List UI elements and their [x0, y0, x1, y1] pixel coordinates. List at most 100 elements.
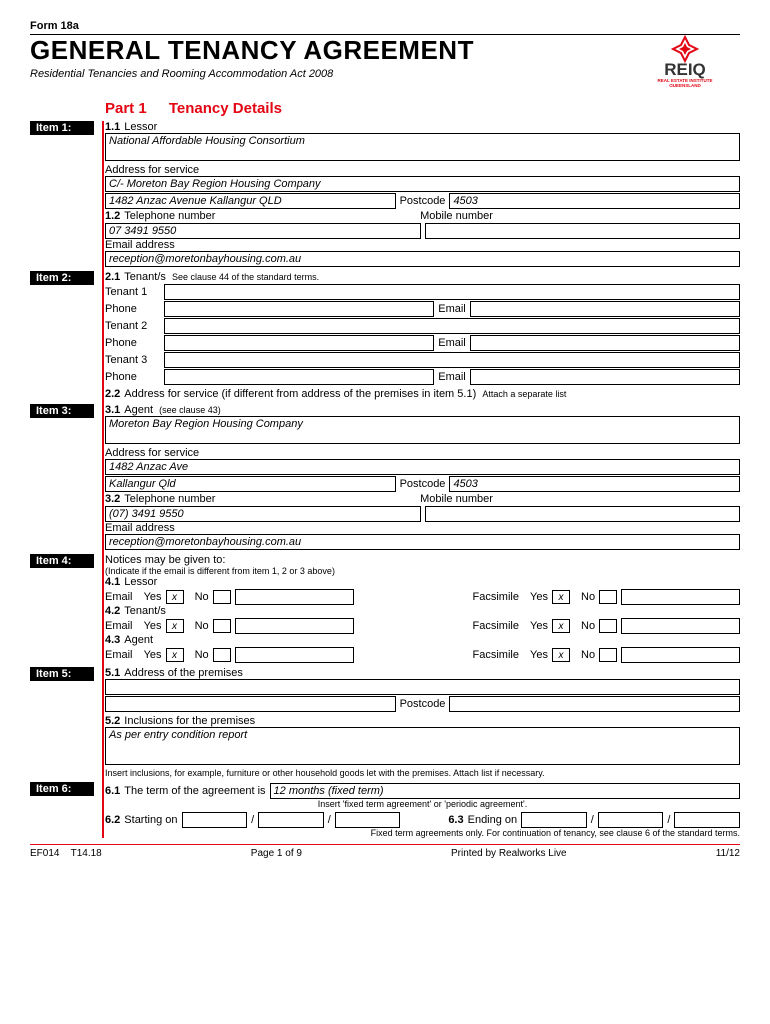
email-label-43: Email [105, 649, 133, 661]
tenant1-phone-field[interactable] [164, 301, 434, 317]
notice-row-lessor: Email Yes x No Facsimile Yes x No [105, 589, 740, 605]
end-month-field[interactable] [598, 812, 664, 828]
tenant1-name-field[interactable] [164, 284, 740, 300]
tenant3-label: Tenant 3 [105, 354, 160, 366]
email2-label: Email [438, 337, 466, 349]
agent-name-field[interactable]: Moreton Bay Region Housing Company [105, 416, 740, 444]
footer-printed: Printed by Realworks Live [451, 848, 567, 859]
agent-label: 3.1Agent (see clause 43) [105, 404, 740, 416]
lessor-email-no-checkbox[interactable] [213, 590, 231, 604]
item-4: Item 4: Notices may be given to: (Indica… [30, 554, 740, 663]
lessor-email-alt-field[interactable] [235, 589, 354, 605]
agent-email-yes-checkbox[interactable]: x [166, 648, 184, 662]
inclusions-note: Insert inclusions, for example, furnitur… [105, 768, 740, 778]
lessor-name-field[interactable]: National Affordable Housing Consortium [105, 133, 740, 161]
inclusions-field[interactable]: As per entry condition report [105, 727, 740, 765]
premises-addr2-field[interactable] [105, 696, 396, 712]
addr1-field[interactable]: C/- Moreton Bay Region Housing Company [105, 176, 740, 192]
page-title: GENERAL TENANCY AGREEMENT [30, 35, 630, 66]
tenant-fax-yes-checkbox[interactable]: x [552, 619, 570, 633]
no-label-2: No [581, 591, 595, 603]
tenant-email-yes-checkbox[interactable]: x [166, 619, 184, 633]
email-field[interactable]: reception@moretonbayhousing.com.au [105, 251, 740, 267]
fax-label-3: Facsimile [473, 649, 519, 661]
svg-text:REIQ: REIQ [664, 60, 706, 79]
start-year-field[interactable] [335, 812, 401, 828]
email3-label: Email [438, 371, 466, 383]
term-label: 6.1The term of the agreement is [105, 785, 266, 797]
addr-service-2-label: 2.2Address for service (if different fro… [105, 388, 740, 400]
footer-left: EF014 T14.18 [30, 848, 102, 859]
part-title: Part 1 Tenancy Details [105, 100, 740, 117]
agent-fax-no-checkbox[interactable] [599, 648, 617, 662]
end-day-field[interactable] [521, 812, 587, 828]
item-1-badge: Item 1: [30, 121, 94, 135]
vertical-red-line [102, 121, 104, 838]
premises-postcode-label: Postcode [400, 698, 446, 710]
item-2-badge: Item 2: [30, 271, 94, 285]
agent-tel-field[interactable]: (07) 3491 9550 [105, 506, 421, 522]
term-note: Insert 'fixed term agreement' or 'period… [105, 799, 740, 809]
lessor-fax-field[interactable] [621, 589, 740, 605]
item-6-badge: Item 6: [30, 782, 94, 796]
tenant2-email-field[interactable] [470, 335, 740, 351]
reiq-logo: REIQ REAL ESTATE INSTITUTE QUEENSLAND [630, 35, 740, 90]
agent-mob-field[interactable] [425, 506, 741, 522]
lessor-fax-no-checkbox[interactable] [599, 590, 617, 604]
tenant3-phone-field[interactable] [164, 369, 434, 385]
end-note: Fixed term agreements only. For continua… [105, 828, 740, 838]
part-name: Tenancy Details [169, 100, 282, 117]
agent-email-field[interactable]: reception@moretonbayhousing.com.au [105, 534, 740, 550]
inclusions-label: 5.2Inclusions for the premises [105, 715, 740, 727]
agent-fax-field[interactable] [621, 647, 740, 663]
s41-label: 4.1Lessor [105, 576, 740, 588]
yes-label-2: Yes [530, 591, 548, 603]
postcode-field[interactable]: 4503 [449, 193, 740, 209]
premises-postcode-field[interactable] [449, 696, 740, 712]
tenant1-label: Tenant 1 [105, 286, 160, 298]
tenant-fax-field[interactable] [621, 618, 740, 634]
lessor-fax-yes-checkbox[interactable]: x [552, 590, 570, 604]
end-year-field[interactable] [674, 812, 740, 828]
email-label: Email address [105, 239, 740, 251]
no-label-6: No [581, 649, 595, 661]
tenant2-name-field[interactable] [164, 318, 740, 334]
agent-postcode-field[interactable]: 4503 [449, 476, 740, 492]
start-month-field[interactable] [258, 812, 324, 828]
tenant2-phone-field[interactable] [164, 335, 434, 351]
tenant1-email-field[interactable] [470, 301, 740, 317]
item-4-badge: Item 4: [30, 554, 94, 568]
addr-service-label: Address for service [105, 164, 740, 176]
tel-field[interactable]: 07 3491 9550 [105, 223, 421, 239]
lessor-email-yes-checkbox[interactable]: x [166, 590, 184, 604]
tenant-fax-no-checkbox[interactable] [599, 619, 617, 633]
start-day-field[interactable] [182, 812, 248, 828]
item-2: Item 2: 2.1Tenant/s See clause 44 of the… [30, 271, 740, 400]
yes-label-6: Yes [530, 649, 548, 661]
agent-fax-yes-checkbox[interactable]: x [552, 648, 570, 662]
item-3: Item 3: 3.1Agent (see clause 43) Moreton… [30, 404, 740, 550]
postcode-label: Postcode [400, 195, 446, 207]
item-5-badge: Item 5: [30, 667, 94, 681]
agent-addr2-field[interactable]: Kallangur Qld [105, 476, 396, 492]
tenant3-name-field[interactable] [164, 352, 740, 368]
notice-row-tenant: Email Yes x No Facsimile Yes x No [105, 618, 740, 634]
tenant3-email-field[interactable] [470, 369, 740, 385]
agent-email-no-checkbox[interactable] [213, 648, 231, 662]
term-field[interactable]: 12 months (fixed term) [270, 783, 740, 799]
agent-email-alt-field[interactable] [235, 647, 354, 663]
tel-label: 1.2Telephone number [105, 210, 416, 222]
form-content: Item 1: 1.1Lessor National Affordable Ho… [30, 121, 740, 838]
slash-1: / [251, 814, 254, 826]
no-label-3: No [195, 620, 209, 632]
tenant-email-alt-field[interactable] [235, 618, 354, 634]
yes-label-3: Yes [144, 620, 162, 632]
tenant-email-no-checkbox[interactable] [213, 619, 231, 633]
agent-mob-label: Mobile number [420, 493, 740, 505]
agent-addr1-field[interactable]: 1482 Anzac Ave [105, 459, 740, 475]
premises-addr1-field[interactable] [105, 679, 740, 695]
s42-label: 4.2Tenant/s [105, 605, 740, 617]
addr2-field[interactable]: 1482 Anzac Avenue Kallangur QLD [105, 193, 396, 209]
mob-field[interactable] [425, 223, 741, 239]
item-1: Item 1: 1.1Lessor National Affordable Ho… [30, 121, 740, 267]
